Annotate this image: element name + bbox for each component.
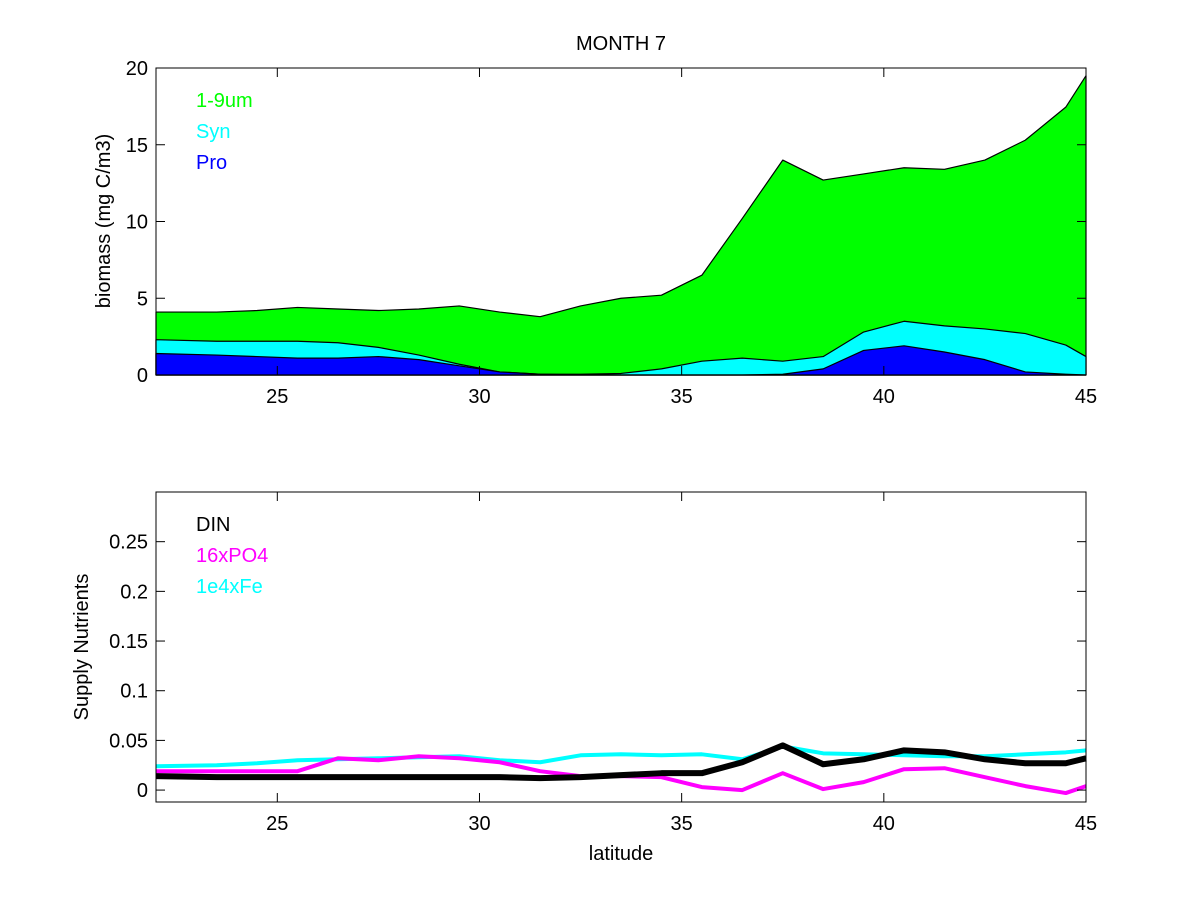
x-tick-label: 40 bbox=[873, 386, 895, 408]
x-tick-label: 25 bbox=[266, 813, 288, 835]
x-tick-label: 35 bbox=[671, 386, 693, 408]
y-tick-label: 0.25 bbox=[109, 532, 148, 554]
biomass-panel: 25 30 35 40 45 0 5 10 15 20 biomass (mg C/m3) 1-… bbox=[93, 58, 1097, 408]
y-tick-label: 0 bbox=[137, 780, 148, 802]
y-tick-label: 0.15 bbox=[109, 631, 148, 653]
biomass-y-ticks: 0 5 10 15 20 bbox=[126, 58, 1086, 387]
y-tick-label: 0.2 bbox=[120, 581, 148, 603]
legend-entry-16xpo4: 16xPO4 bbox=[196, 545, 268, 567]
line-1e4xfe bbox=[155, 744, 1087, 769]
x-tick-label: 40 bbox=[873, 813, 895, 835]
legend-entry-1e4xfe: 1e4xFe bbox=[196, 576, 263, 598]
legend-entry-1-9um: 1-9um bbox=[196, 90, 253, 112]
x-tick-label: 30 bbox=[468, 813, 490, 835]
legend-entry-pro: Pro bbox=[196, 152, 227, 174]
x-tick-label: 35 bbox=[671, 813, 693, 835]
nutrients-y-ticks: 0 0.05 0.1 0.15 0.2 0.25 bbox=[109, 532, 1086, 802]
biomass-areas bbox=[155, 75, 1087, 376]
y-tick-label: 15 bbox=[126, 135, 148, 157]
figure-title: MONTH 7 bbox=[576, 33, 666, 55]
x-tick-label: 30 bbox=[468, 386, 490, 408]
legend-entry-syn: Syn bbox=[196, 121, 230, 143]
legend-entry-din: DIN bbox=[196, 514, 230, 536]
x-tick-label: 45 bbox=[1075, 386, 1097, 408]
y-tick-label: 20 bbox=[126, 58, 148, 80]
biomass-x-ticks: 25 30 35 40 45 bbox=[266, 68, 1097, 408]
nutrients-x-ticks: 25 30 35 40 45 bbox=[266, 492, 1097, 835]
y-tick-label: 5 bbox=[137, 288, 148, 310]
biomass-y-axis-label: biomass (mg C/m3) bbox=[93, 134, 115, 308]
nutrients-panel: 25 30 35 40 45 0 0.05 0.1 0.15 0.2 0.25 Supply Nu… bbox=[71, 491, 1097, 865]
y-tick-label: 0 bbox=[137, 365, 148, 387]
nutrients-legend: DIN 16xPO4 1e4xFe bbox=[196, 514, 268, 598]
nutrients-x-axis-label: latitude bbox=[589, 843, 654, 865]
y-tick-label: 10 bbox=[126, 212, 148, 234]
area-1-9um bbox=[155, 75, 1087, 376]
line-din bbox=[155, 742, 1087, 782]
x-tick-label: 25 bbox=[266, 386, 288, 408]
x-tick-label: 45 bbox=[1075, 813, 1097, 835]
biomass-legend: 1-9um Syn Pro bbox=[196, 90, 253, 174]
nutrient-lines bbox=[155, 742, 1087, 796]
nutrients-y-axis-label: Supply Nutrients bbox=[71, 574, 93, 721]
nutrients-axes-box bbox=[155, 491, 1087, 803]
y-tick-label: 0.1 bbox=[120, 681, 148, 703]
y-tick-label: 0.05 bbox=[109, 730, 148, 752]
